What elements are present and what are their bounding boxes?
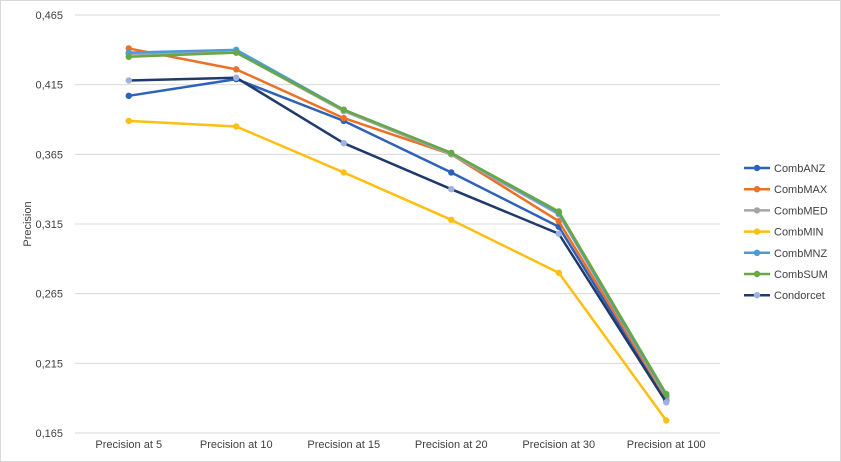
data-point [125, 77, 132, 84]
series-line [127, 76, 668, 404]
data-point [340, 139, 347, 147]
x-tick-label: Precision at 15 [307, 439, 380, 451]
legend-marker [753, 292, 761, 299]
x-tick-label: Precision at 10 [200, 439, 273, 451]
series-group [125, 45, 670, 424]
legend-label: CombSUM [774, 269, 828, 281]
data-point [555, 218, 562, 225]
x-axis-ticks: Precision at 5 Precision at 10 Precision a… [95, 439, 705, 451]
legend-label: CombMED [774, 205, 828, 217]
legend: CombANZ CombMAX CombMED CombMIN CombMNZ CombS… [744, 163, 828, 302]
data-point [233, 49, 240, 56]
series-line [127, 47, 668, 400]
data-point [340, 169, 347, 176]
data-point [125, 117, 132, 125]
y-tick-label: 0,365 [35, 149, 63, 161]
data-point [555, 208, 562, 215]
legend-marker [753, 228, 761, 235]
data-point [663, 417, 670, 424]
series-line [127, 51, 668, 396]
x-tick-label: Precision at 5 [95, 439, 162, 451]
legend-item: CombMAX [744, 184, 828, 196]
series-line [127, 51, 668, 399]
x-tick-label: Precision at 20 [415, 439, 488, 451]
legend-label: CombMAX [774, 184, 828, 196]
series-combmed [125, 49, 670, 400]
data-point [448, 216, 455, 224]
data-point [663, 399, 670, 406]
y-tick-label: 0,165 [35, 428, 63, 440]
legend-label: CombMIN [774, 227, 824, 239]
data-point [555, 230, 562, 237]
series-line [127, 119, 668, 422]
series-combmnz [125, 46, 670, 399]
data-point [233, 66, 240, 73]
data-point [340, 114, 347, 122]
legend-item: CombANZ [744, 163, 826, 175]
legend-item: CombMIN [744, 227, 824, 239]
data-point [340, 106, 347, 113]
series-line [127, 48, 668, 397]
y-axis-title: Precision [22, 201, 34, 246]
data-point [555, 269, 562, 276]
x-tick-label: Precision at 100 [627, 439, 706, 451]
data-point [233, 123, 240, 130]
legend-item: Condorcet [744, 290, 825, 302]
legend-item: CombMNZ [744, 248, 827, 260]
y-tick-label: 0,465 [35, 10, 63, 22]
legend-label: CombANZ [774, 163, 826, 175]
series-line [127, 77, 668, 403]
gridlines [75, 14, 720, 434]
legend-label: CombMNZ [774, 248, 827, 260]
data-point [663, 390, 670, 398]
legend-label: Condorcet [774, 290, 825, 302]
series-combmin [125, 117, 670, 424]
legend-marker [753, 207, 761, 214]
data-point [125, 92, 132, 100]
series-condorcet [125, 74, 670, 406]
data-point [233, 74, 240, 81]
data-point [448, 149, 455, 157]
data-point [448, 169, 455, 176]
legend-item: CombMED [744, 205, 828, 217]
y-tick-label: 0,415 [35, 80, 63, 92]
y-axis-ticks: 0,465 0,415 0,365 0,315 0,265 0,215 0,165 [35, 10, 63, 440]
legend-marker [753, 270, 761, 278]
data-point [125, 53, 132, 60]
y-tick-label: 0,315 [35, 219, 63, 231]
series-combmax [125, 45, 670, 402]
x-tick-label: Precision at 30 [522, 439, 595, 451]
y-tick-label: 0,265 [35, 289, 63, 301]
legend-marker [753, 186, 761, 193]
y-tick-label: 0,215 [35, 358, 63, 370]
legend-item: CombSUM [744, 269, 828, 281]
series-combsum [125, 49, 670, 398]
legend-marker [753, 249, 761, 256]
legend-marker [753, 164, 761, 172]
data-point [448, 185, 455, 193]
